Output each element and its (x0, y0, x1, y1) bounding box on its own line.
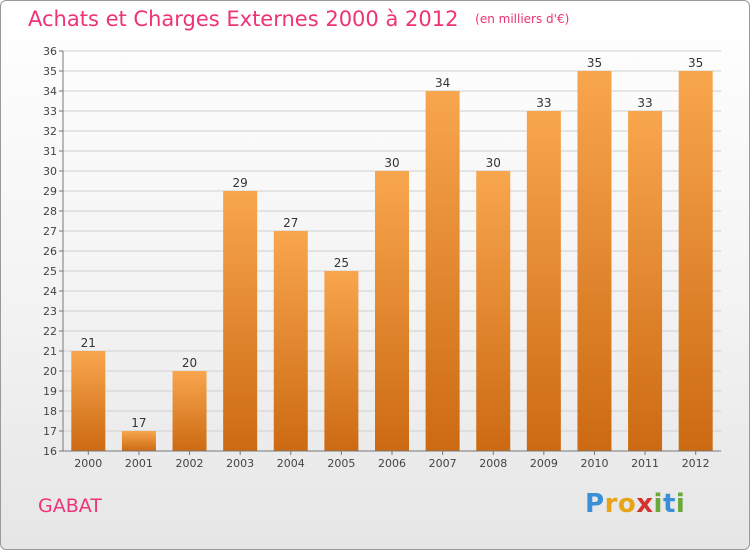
logo-letter: x (636, 489, 654, 519)
x-tick-label-2007: 2007 (429, 457, 457, 470)
proxiti-logo: Proxiti (585, 489, 685, 519)
x-tick-label-2000: 2000 (74, 457, 102, 470)
x-tick-label-2005: 2005 (327, 457, 355, 470)
x-tick-label-2001: 2001 (125, 457, 153, 470)
x-tick-label-2008: 2008 (479, 457, 507, 470)
data-label-2011: 33 (637, 96, 652, 110)
bar-2007 (425, 91, 460, 451)
y-tick-label: 36 (43, 45, 57, 58)
y-tick-label: 29 (43, 185, 57, 198)
y-tick-label: 28 (43, 205, 57, 218)
data-label-2010: 35 (587, 56, 602, 70)
data-label-2005: 25 (334, 256, 349, 270)
logo-letter: P (585, 489, 605, 519)
logo-letter: r (604, 489, 618, 519)
axes: 16 17 18 19 20 21 22 23 24 25 26 27 28 29 30 31 32 33 34 35… (43, 45, 721, 470)
bar-2005 (324, 271, 359, 451)
y-tick-label: 33 (43, 105, 57, 118)
y-tick-label: 18 (43, 405, 57, 418)
bar-2010 (577, 71, 612, 451)
y-tick-label: 24 (43, 285, 57, 298)
y-tick-label: 17 (43, 425, 57, 438)
bar-2012 (678, 71, 713, 451)
y-tick-label: 23 (43, 305, 57, 318)
x-tick-label-2002: 2002 (176, 457, 204, 470)
y-tick-label: 32 (43, 125, 57, 138)
data-label-2008: 30 (486, 156, 501, 170)
data-label-2002: 20 (182, 356, 197, 370)
y-tick-label: 21 (43, 345, 57, 358)
y-tick-label: 26 (43, 245, 57, 258)
y-tick-label: 20 (43, 365, 57, 378)
data-label-2006: 30 (384, 156, 399, 170)
y-tick-label: 25 (43, 265, 57, 278)
bar-2011 (628, 111, 663, 451)
y-tick-label: 19 (43, 385, 57, 398)
bar-2008 (476, 171, 511, 451)
data-label-2007: 34 (435, 76, 450, 90)
bar-2002 (172, 371, 207, 451)
bars (71, 71, 713, 451)
data-label-2003: 29 (233, 176, 248, 190)
data-label-2012: 35 (688, 56, 703, 70)
bar-2000 (71, 351, 106, 451)
x-tick-label-2009: 2009 (530, 457, 558, 470)
chart-title: Achats et Charges Externes 2000 à 2012 (… (28, 7, 569, 31)
x-tick-label-2010: 2010 (580, 457, 608, 470)
bar-2006 (375, 171, 409, 451)
x-tick-label-2011: 2011 (631, 457, 659, 470)
y-tick-label: 16 (43, 445, 57, 458)
y-tick-label: 31 (43, 145, 57, 158)
logo-letter: i (675, 489, 686, 519)
bar-2001 (121, 431, 156, 451)
chart-unit-note: (en milliers d'€) (475, 12, 570, 26)
commune-name: GABAT (38, 495, 102, 517)
x-tick-label-2006: 2006 (378, 457, 406, 470)
y-tick-label: 35 (43, 65, 57, 78)
data-label-2009: 33 (536, 96, 551, 110)
bar-2009 (526, 111, 561, 451)
chart-title-text: Achats et Charges Externes 2000 à 2012 (28, 7, 459, 31)
x-tick-label-2003: 2003 (226, 457, 254, 470)
y-tick-label: 30 (43, 165, 57, 178)
data-label-2001: 17 (131, 416, 146, 430)
logo-letter: t (662, 489, 676, 519)
bar-2004 (273, 231, 308, 451)
x-tick-label-2012: 2012 (682, 457, 710, 470)
y-tick-label: 34 (43, 85, 57, 98)
y-tick-label: 27 (43, 225, 57, 238)
data-label-2004: 27 (283, 216, 298, 230)
x-tick-label-2004: 2004 (277, 457, 305, 470)
bar-2003 (223, 191, 258, 451)
data-label-2000: 21 (81, 336, 96, 350)
logo-letter: i (653, 489, 663, 519)
y-tick-label: 22 (43, 325, 57, 338)
logo-letter: o (617, 489, 637, 519)
data-labels: 21 17 20 29 27 25 30 34 30 33 35 33 35 (81, 56, 704, 430)
